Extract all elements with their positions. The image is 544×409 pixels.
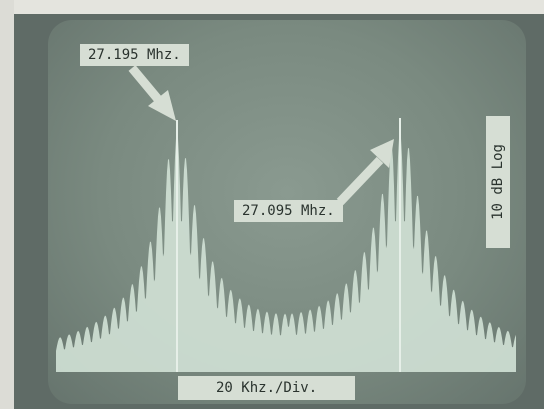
spectrum-trace-fill — [56, 132, 516, 372]
arrow-right — [336, 139, 394, 206]
arrow-left — [128, 65, 176, 121]
bezel-left — [0, 0, 14, 409]
horizontal-scale-label: 20 Khz./Div. — [178, 376, 356, 400]
right-peak-label: 27.095 Mhz. — [234, 200, 343, 222]
vertical-scale-label: 10 dB Log — [486, 116, 510, 248]
bezel-top — [0, 0, 544, 14]
left-peak-label: 27.195 Mhz. — [80, 44, 189, 66]
vertical-scale-text: 10 dB Log — [490, 144, 506, 220]
